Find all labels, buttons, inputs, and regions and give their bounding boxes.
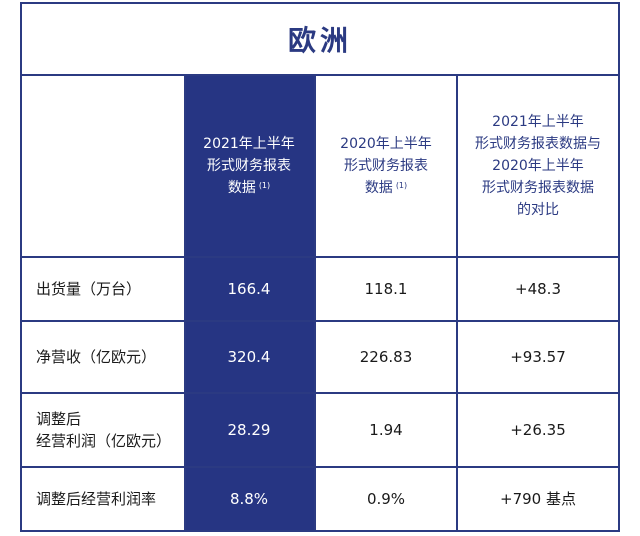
row-label-shipments: 出货量（万台） <box>36 280 142 298</box>
header-2020-line-2: 形式财务报表 <box>343 158 428 174</box>
cell-diff-adjusted-profit: +26.35 <box>510 421 566 439</box>
row-label-adjusted-profit: 调整后 经营利润（亿欧元） <box>22 394 184 466</box>
column-divider <box>184 76 186 530</box>
row-divider <box>22 320 618 322</box>
cell-2020-margin: 0.9% <box>366 490 406 508</box>
highlight-column-2021 <box>184 76 314 530</box>
header-2021: 2021年上半年 形式财务报表 数据 (1) <box>184 76 314 256</box>
row-label-margin: 调整后经营利润率 <box>36 490 157 508</box>
column-divider <box>456 76 458 530</box>
cell-2021-shipments: 166.4 <box>227 280 271 298</box>
row-divider <box>22 256 618 258</box>
header-compare-line-2: 形式财务报表数据与 <box>475 136 601 152</box>
financial-table: 欧洲 2021年上半年 形式财务报表 数据 (1) 2020年上半年 形式财务报表… <box>20 2 620 532</box>
header-2021-line-2: 形式财务报表 <box>206 158 291 174</box>
cell-2021-margin: 8.8% <box>229 490 269 508</box>
row-divider <box>22 466 618 468</box>
header-compare: 2021年上半年 形式财务报表数据与 2020年上半年 形式财务报表数据 的对比 <box>458 76 618 256</box>
table-grid: 2021年上半年 形式财务报表 数据 (1) 2020年上半年 形式财务报表 数据… <box>22 76 618 530</box>
header-2020-footnote: (1) <box>395 181 408 190</box>
cell-diff-revenue: +93.57 <box>510 348 566 366</box>
header-2021-line-3: 数据 <box>227 180 256 196</box>
cell-2020-shipments: 118.1 <box>364 280 408 298</box>
header-2020: 2020年上半年 形式财务报表 数据 (1) <box>316 76 456 256</box>
header-compare-line-1: 2021年上半年 <box>492 114 584 130</box>
cell-diff-margin: +790 基点 <box>500 490 576 508</box>
row-label-adjusted-profit-line-1: 调整后 <box>36 410 82 428</box>
cell-2020-adjusted-profit: 1.94 <box>369 421 403 439</box>
header-compare-line-4: 形式财务报表数据 <box>482 180 594 196</box>
cell-2021-adjusted-profit: 28.29 <box>227 421 271 439</box>
row-label-adjusted-profit-line-2: 经营利润（亿欧元） <box>36 432 172 450</box>
cell-diff-shipments: +48.3 <box>515 280 561 298</box>
row-label-revenue: 净营收（亿欧元） <box>36 348 157 366</box>
table-title: 欧洲 <box>22 4 618 76</box>
column-divider <box>314 76 316 530</box>
header-2020-line-3: 数据 <box>364 180 393 196</box>
cell-2020-revenue: 226.83 <box>359 348 413 366</box>
header-compare-line-5: 的对比 <box>517 202 559 218</box>
cell-2021-revenue: 320.4 <box>227 348 271 366</box>
header-2021-footnote: (1) <box>258 181 271 190</box>
header-2021-line-1: 2021年上半年 <box>203 136 295 152</box>
header-2020-line-1: 2020年上半年 <box>340 136 432 152</box>
header-compare-line-3: 2020年上半年 <box>492 158 584 174</box>
row-divider <box>22 392 618 394</box>
